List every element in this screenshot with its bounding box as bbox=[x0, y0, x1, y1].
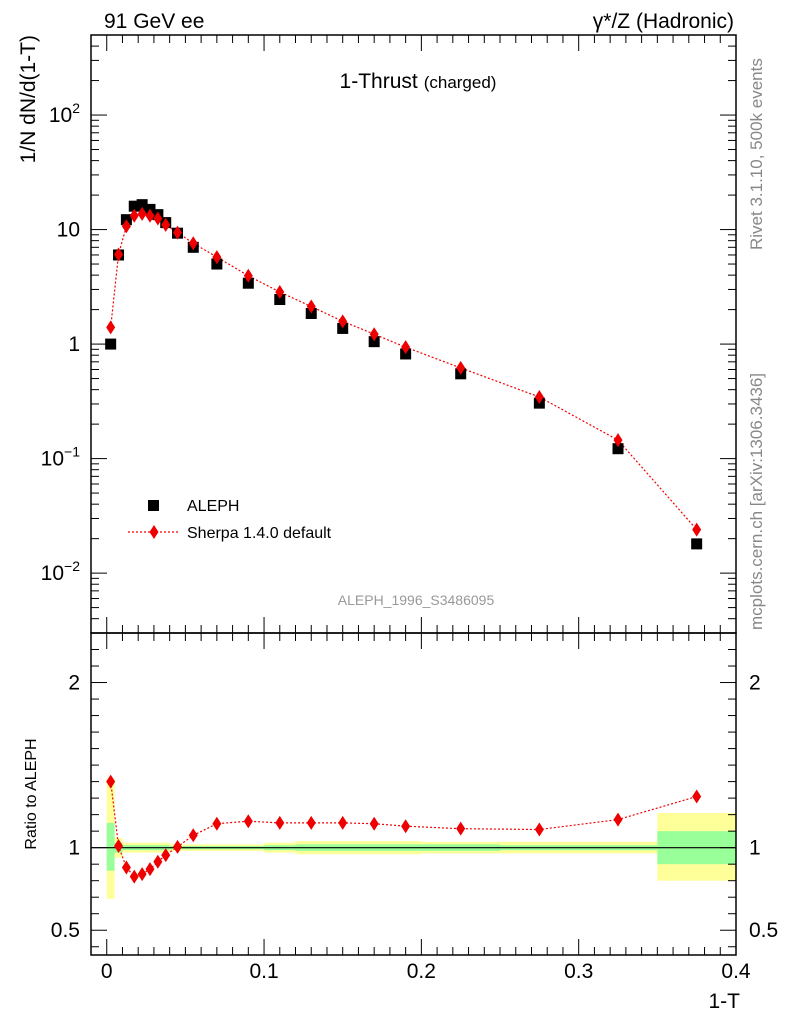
ratio-point bbox=[161, 848, 171, 863]
sherpa-point bbox=[106, 320, 116, 335]
ratio-point bbox=[401, 819, 411, 834]
mcplots-label: mcplots.cern.ch [arXiv:1306.3436] bbox=[747, 373, 766, 630]
main-ytick-label: 1 bbox=[68, 333, 80, 356]
legend: ALEPH Sherpa 1.4.0 default bbox=[128, 498, 332, 542]
ratio-ticks bbox=[91, 632, 737, 955]
legend-label-aleph: ALEPH bbox=[187, 498, 239, 515]
xtick-label: 0 bbox=[101, 960, 113, 983]
ratio-panel: 0.5 0.5 1 1 2 2 0 0.1 0.2 0.3 0.4 Ratio to ALEPH 1… bbox=[23, 632, 778, 1013]
xtick-label: 0.4 bbox=[721, 960, 751, 983]
sherpa-point bbox=[306, 299, 316, 314]
sherpa-point bbox=[534, 390, 544, 405]
ratio-point bbox=[121, 860, 131, 875]
sherpa-point bbox=[401, 340, 411, 355]
ratio-point bbox=[692, 789, 702, 804]
legend-marker-aleph bbox=[148, 500, 159, 511]
sherpa-point bbox=[153, 211, 163, 226]
ratio-point bbox=[369, 816, 379, 831]
ratio-point bbox=[613, 812, 623, 827]
sherpa-point bbox=[114, 247, 124, 262]
sherpa-point bbox=[161, 217, 171, 232]
ratio-point bbox=[534, 822, 544, 837]
main-ticks bbox=[91, 34, 737, 634]
sherpa-point bbox=[243, 268, 253, 283]
sherpa-line bbox=[110, 213, 698, 530]
sherpa-point bbox=[137, 206, 147, 221]
x-axis-label: 1-T bbox=[709, 990, 741, 1013]
plot-title: 1-Thrust (charged) bbox=[340, 70, 497, 93]
plot-title-suffix: (charged) bbox=[424, 73, 497, 92]
ratio-point bbox=[145, 862, 155, 877]
rivet-label: Rivet 3.1.10, 500k events bbox=[747, 58, 766, 250]
ratio-ytick-label-left: 0.5 bbox=[51, 919, 80, 942]
aleph-point bbox=[612, 443, 624, 455]
main-ytick-label: 10−2 bbox=[41, 558, 81, 585]
ratio-band-green bbox=[106, 822, 115, 871]
ratio-point bbox=[153, 854, 163, 869]
analysis-tag: ALEPH_1996_S3486095 bbox=[338, 592, 495, 608]
main-panel: 10−2 10−1 1 10 102 1-Thrust (charged) ALEPH_1… bbox=[17, 34, 737, 634]
legend-marker-sherpa bbox=[149, 525, 159, 539]
main-ytick-label: 10−1 bbox=[41, 444, 81, 471]
ratio-tick-labels: 0.5 0.5 1 1 2 2 0 0.1 0.2 0.3 0.4 bbox=[51, 672, 778, 983]
ratio-ytick-label-right: 2 bbox=[749, 672, 761, 695]
aleph-point bbox=[274, 294, 286, 306]
sherpa-point bbox=[212, 250, 222, 265]
ratio-series bbox=[106, 774, 702, 884]
ratio-line bbox=[110, 781, 697, 878]
sherpa-point bbox=[369, 327, 379, 342]
aleph-point bbox=[305, 307, 317, 319]
header-right-label: γ*/Z (Hadronic) bbox=[593, 10, 734, 33]
sherpa-point bbox=[275, 284, 285, 299]
main-y-axis-label: 1/N dN/d(1-T) bbox=[17, 35, 40, 163]
aleph-point bbox=[368, 336, 380, 348]
aleph-point bbox=[105, 338, 117, 350]
aleph-point bbox=[128, 200, 140, 212]
ratio-bands bbox=[106, 778, 736, 899]
sherpa-point bbox=[456, 360, 466, 375]
ratio-point bbox=[212, 816, 222, 831]
aleph-point bbox=[337, 322, 349, 334]
aleph-point bbox=[136, 199, 148, 211]
legend-label-sherpa: Sherpa 1.4.0 default bbox=[187, 525, 332, 542]
sherpa-point bbox=[338, 314, 348, 329]
sherpa-point bbox=[145, 208, 155, 223]
main-ytick-labels: 10−2 10−1 1 10 102 bbox=[41, 100, 81, 585]
ratio-point bbox=[106, 774, 116, 789]
sherpa-point bbox=[129, 208, 139, 223]
xtick-label: 0.3 bbox=[564, 960, 593, 983]
ratio-y-axis-label: Ratio to ALEPH bbox=[23, 738, 40, 849]
ratio-frame bbox=[90, 632, 737, 956]
ratio-point bbox=[243, 814, 253, 829]
sherpa-point bbox=[613, 433, 623, 448]
aleph-point bbox=[691, 538, 703, 550]
main-ytick-label: 10 bbox=[57, 219, 80, 242]
xtick-label: 0.2 bbox=[407, 960, 436, 983]
sherpa-point bbox=[121, 219, 131, 234]
ratio-point bbox=[129, 869, 139, 884]
main-frame bbox=[90, 34, 737, 634]
main-ytick-label: 102 bbox=[49, 100, 80, 127]
ratio-ytick-label-left: 1 bbox=[68, 837, 80, 860]
sherpa-point bbox=[173, 225, 183, 240]
ratio-point bbox=[188, 828, 198, 843]
ratio-ytick-label-right: 0.5 bbox=[749, 919, 778, 942]
sherpa-point bbox=[692, 522, 702, 537]
ratio-ytick-label-right: 1 bbox=[749, 837, 761, 860]
ratio-point bbox=[338, 815, 348, 830]
main-series bbox=[105, 199, 703, 550]
header-left-label: 91 GeV ee bbox=[104, 10, 204, 33]
sherpa-point bbox=[188, 236, 198, 251]
aleph-point bbox=[242, 277, 254, 289]
ratio-point bbox=[275, 815, 285, 830]
plot-title-main: 1-Thrust bbox=[340, 70, 418, 93]
ratio-point bbox=[456, 821, 466, 836]
ratio-ytick-label-left: 2 bbox=[68, 672, 80, 695]
ratio-point bbox=[114, 839, 124, 854]
xtick-label: 0.1 bbox=[249, 960, 278, 983]
ratio-point bbox=[173, 839, 183, 854]
ratio-point bbox=[306, 815, 316, 830]
ratio-point bbox=[137, 867, 147, 882]
